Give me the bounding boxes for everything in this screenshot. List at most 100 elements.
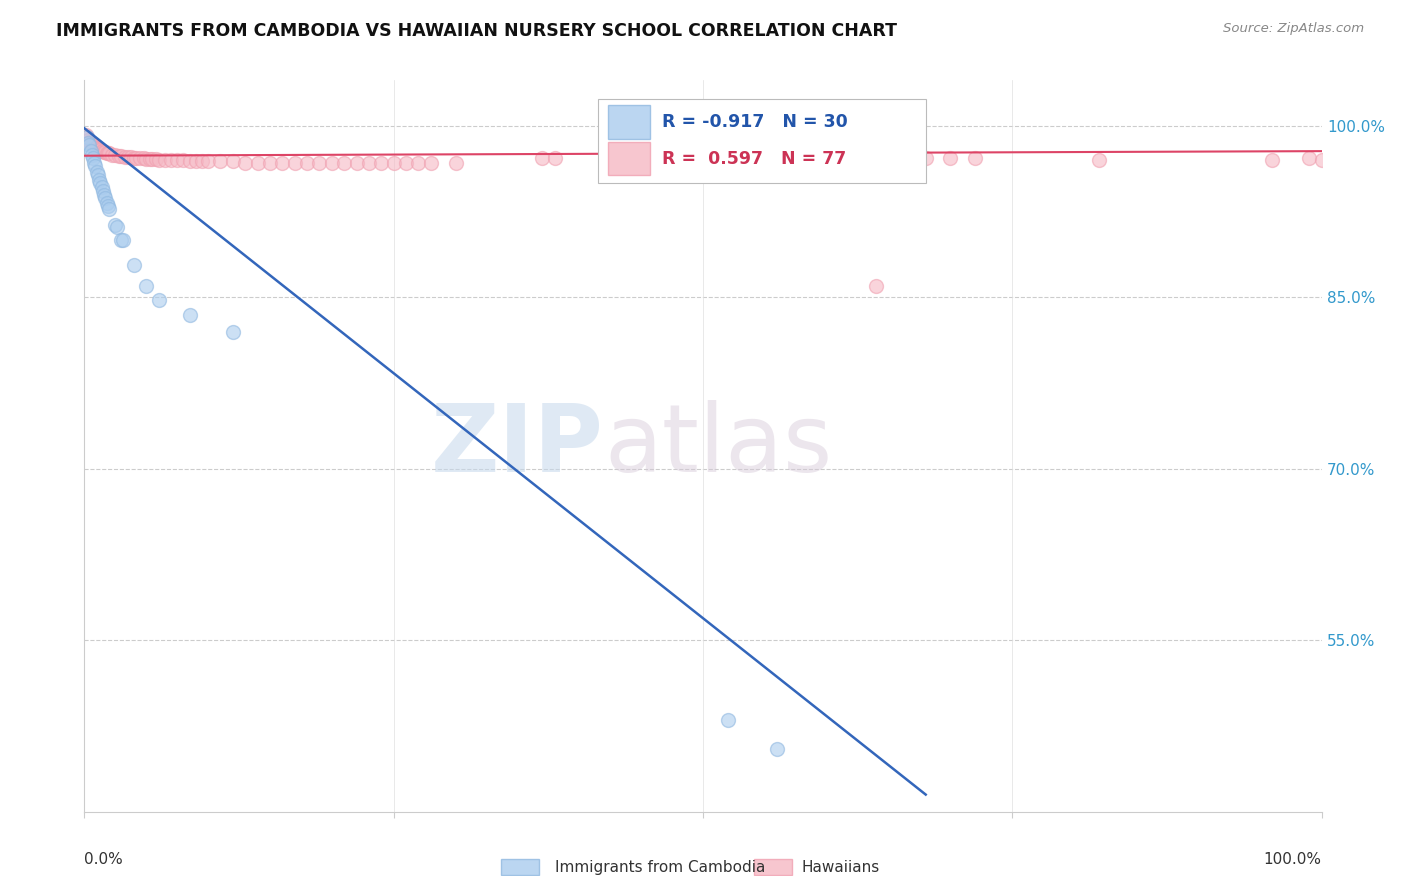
Point <box>93 145 115 160</box>
Point <box>1088 153 1111 168</box>
Point <box>96 146 118 161</box>
FancyBboxPatch shape <box>598 99 925 183</box>
Point <box>89 143 111 157</box>
Point <box>419 155 441 169</box>
Point <box>222 325 245 339</box>
Point <box>79 136 101 150</box>
Point <box>79 135 101 149</box>
Point <box>84 141 107 155</box>
Point <box>284 155 307 169</box>
Text: Immigrants from Cambodia: Immigrants from Cambodia <box>555 860 766 874</box>
Point <box>91 184 114 198</box>
Point <box>132 151 155 165</box>
Point <box>382 155 405 169</box>
Point <box>1310 153 1333 168</box>
Point <box>865 279 887 293</box>
Point <box>209 154 232 169</box>
Point <box>333 155 356 169</box>
FancyBboxPatch shape <box>607 105 650 139</box>
Point <box>246 155 269 169</box>
Point <box>108 149 131 163</box>
Point <box>395 155 418 169</box>
Point <box>766 742 789 756</box>
Point <box>91 144 114 158</box>
Point <box>141 152 163 166</box>
Point <box>97 146 120 161</box>
Point <box>233 155 256 169</box>
Point <box>129 151 152 165</box>
Point <box>1261 153 1284 168</box>
Point <box>89 143 111 157</box>
Point <box>76 130 98 145</box>
Point <box>79 138 101 153</box>
Text: IMMIGRANTS FROM CAMBODIA VS HAWAIIAN NURSERY SCHOOL CORRELATION CHART: IMMIGRANTS FROM CAMBODIA VS HAWAIIAN NUR… <box>56 22 897 40</box>
Point <box>408 155 430 169</box>
Point <box>89 172 111 186</box>
Point <box>75 128 97 143</box>
Point <box>122 151 145 165</box>
Point <box>82 151 104 165</box>
Point <box>543 151 565 165</box>
Point <box>80 137 103 152</box>
Point <box>444 155 467 169</box>
Point <box>89 176 111 190</box>
Point <box>111 233 134 247</box>
Point <box>94 191 117 205</box>
Point <box>939 151 962 165</box>
Point <box>965 151 987 165</box>
Text: atlas: atlas <box>605 400 832 492</box>
Text: R = -0.917   N = 30: R = -0.917 N = 30 <box>662 113 848 131</box>
Point <box>125 151 148 165</box>
Point <box>117 150 139 164</box>
Point <box>76 130 98 145</box>
Point <box>890 151 912 165</box>
Point <box>79 144 101 158</box>
Point <box>77 136 100 150</box>
Point <box>93 187 115 202</box>
Point <box>184 154 207 169</box>
Point <box>87 142 110 156</box>
Point <box>321 155 343 169</box>
Point <box>1298 151 1320 165</box>
Point <box>96 195 118 210</box>
Point <box>295 155 318 169</box>
Point <box>197 154 219 169</box>
Point <box>82 138 104 153</box>
Point <box>531 151 554 165</box>
Point <box>87 168 110 182</box>
Point <box>94 145 117 160</box>
Point <box>914 151 936 165</box>
Text: R =  0.597   N = 77: R = 0.597 N = 77 <box>662 150 846 168</box>
Point <box>179 308 201 322</box>
Point <box>179 154 201 169</box>
Point <box>90 179 112 194</box>
Point <box>271 155 294 169</box>
Point <box>110 233 132 247</box>
Point <box>80 147 103 161</box>
Point <box>191 154 214 169</box>
Text: ZIP: ZIP <box>432 400 605 492</box>
Point <box>90 144 112 158</box>
Point <box>84 159 107 173</box>
Point <box>104 219 127 233</box>
Point <box>166 153 188 168</box>
Point <box>83 139 105 153</box>
Point <box>160 153 183 168</box>
Point <box>148 153 170 168</box>
FancyBboxPatch shape <box>607 142 650 176</box>
Point <box>370 155 392 169</box>
Point <box>148 293 170 307</box>
Point <box>97 199 120 213</box>
Point <box>346 155 368 169</box>
Point <box>135 279 157 293</box>
Point <box>105 219 128 234</box>
Text: 100.0%: 100.0% <box>1264 852 1322 867</box>
Point <box>717 714 740 728</box>
Point <box>104 147 127 161</box>
Point <box>86 165 108 179</box>
Point <box>172 153 194 168</box>
Point <box>100 147 122 161</box>
Point <box>83 155 105 169</box>
Text: Hawaiians: Hawaiians <box>801 860 880 874</box>
Point <box>114 150 136 164</box>
